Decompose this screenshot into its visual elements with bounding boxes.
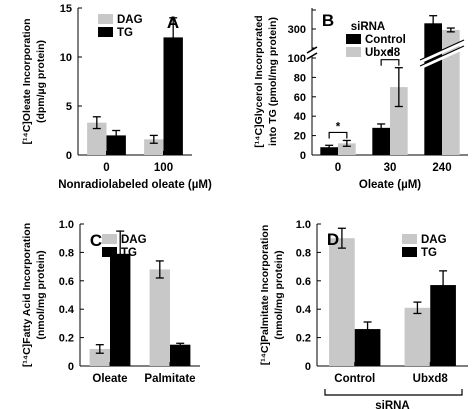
- panel-b-ytick-label: 300: [288, 24, 306, 36]
- panel-b-bar-ubxd8-30: [390, 87, 408, 155]
- panel-a-ylabel-line-2: (dpm/µg protein): [35, 40, 47, 123]
- panel-d-ytick-label: 0.4: [296, 304, 312, 316]
- panel-b-significance-bracket: [328, 131, 348, 139]
- panel-a-bar-dag-100: [144, 139, 164, 155]
- panel-b-legend-swatch-ubxd8: [346, 47, 361, 57]
- panel-b-bar-break-gap: [419, 46, 465, 70]
- panel-d-ytick-label: 0.6: [296, 276, 311, 288]
- panel-a-legend-swatch-dag: [98, 14, 113, 24]
- panel-b-xtick-240: 240: [432, 162, 451, 174]
- panel-d-xtick-control: Control: [334, 373, 375, 385]
- panel-b-legend-title: siRNA: [351, 21, 386, 33]
- panel-d-ytick-label: 0.2: [296, 333, 311, 345]
- panel-a-bar-tg-0: [106, 135, 126, 155]
- panel-c-legend-label-dag: DAG: [121, 234, 147, 246]
- panel-c-xtick-oleate: Oleate: [92, 373, 127, 385]
- panel-c-letter: C: [90, 231, 102, 250]
- panel-d-ylabel-line-2: (nmol/mg protein): [273, 250, 285, 339]
- panel-b-ytick-label: 40: [294, 111, 306, 123]
- panel-b-significance-star: *: [388, 49, 393, 61]
- panel-b-xtick-30: 30: [384, 162, 397, 174]
- panel-d-ytick-label: 1.0: [296, 219, 311, 231]
- panel-b-bar-ubxd8-0: [338, 143, 356, 155]
- panel-b-axis-break-mark: [306, 52, 318, 60]
- panel-a-legend-label-tg: TG: [117, 27, 133, 39]
- panel-b-bar-control-240: [424, 23, 442, 155]
- panel-b-bar-break-line: [419, 45, 465, 67]
- panel-a-letter: A: [167, 13, 179, 32]
- panel-a-ytick-label: 5: [66, 101, 72, 113]
- panel-c-ytick-label: 0: [68, 361, 74, 373]
- panel-d-legend-swatch-dag: [402, 234, 417, 244]
- panel-a-ytick-label: 10: [60, 52, 72, 64]
- panel-b-bar-control-30: [372, 127, 390, 155]
- panel-a-xtick-100: 100: [154, 162, 173, 174]
- panel-c-legend-label-tg: TG: [121, 247, 137, 259]
- panel-c-ylabel-line-2: (nmol/mg protein): [35, 250, 47, 339]
- panel-d-xtick-ubxd8: Ubxd8: [413, 373, 449, 385]
- panel-a-legend-label-dag: DAG: [117, 14, 143, 26]
- panel-a-ytick-label: 15: [60, 3, 72, 15]
- panel-c-ytick-label: 0.4: [59, 304, 75, 316]
- panel-a-bar-tg-100: [163, 37, 183, 155]
- panel-d-bar-dag-ubxd8: [404, 307, 431, 366]
- panel-a-xlabel: Nonradiolabeled oleate (µM): [58, 179, 212, 191]
- panel-b-ytick-label: 0: [300, 150, 306, 162]
- panel-b-bar-ubxd8-240: [442, 29, 460, 156]
- panel-b-legend-label-ubxd8: Ubxd8: [365, 47, 401, 59]
- panel-c-ytick-label: 0.6: [59, 276, 74, 288]
- panel-b-bar-break-gap: [419, 40, 465, 64]
- panel-a-legend-swatch-tg: [98, 27, 113, 37]
- panel-b-xlabel: Oleate (µM): [359, 179, 421, 191]
- panel-c-legend-swatch-tg: [102, 247, 117, 257]
- panel-b-significance-star: *: [336, 121, 341, 133]
- panel-c-legend-swatch-dag: [102, 234, 117, 244]
- panel-d-xlabel: siRNA: [375, 400, 410, 409]
- panel-b-ylabel-line-2: into TG (pmol/mg protein): [267, 17, 279, 146]
- panel-b-xtick-0: 0: [335, 162, 341, 174]
- panel-b-ytick-label: 60: [294, 92, 306, 104]
- panel-d-xlabel-bracket: [324, 389, 463, 396]
- panel-c-bar-dag-oleate: [89, 348, 110, 366]
- panel-c-bar-tg-oleate: [110, 253, 131, 366]
- panel-c-ytick-label: 1.0: [59, 219, 74, 231]
- panel-b-ytick-label: 80: [294, 72, 306, 84]
- panel-b-ytick-label: 20: [294, 131, 306, 143]
- panel-d-letter: D: [327, 230, 339, 249]
- panel-b-legend-swatch-control: [346, 34, 361, 44]
- panel-b-bar-break-line: [419, 39, 465, 61]
- panel-d-bar-dag-control: [329, 238, 355, 366]
- panel-b-legend-label-control: Control: [365, 34, 406, 46]
- panel-c-ytick-label: 0.8: [59, 247, 74, 259]
- panel-b-ylabel-line-1: [¹⁴C]Glycerol Incorporated: [253, 15, 265, 147]
- panel-b-significance-bracket: [380, 59, 400, 66]
- panel-b-letter: B: [322, 11, 334, 30]
- panel-d-legend-label-tg: TG: [421, 247, 437, 259]
- panel-d-legend-swatch-tg: [402, 247, 417, 257]
- panel-c-bar-tg-palmitate: [170, 344, 191, 366]
- panel-d-legend-label-dag: DAG: [421, 234, 447, 246]
- panel-d-ytick-label: 0: [305, 361, 311, 373]
- panel-d-ylabel-line-1: [¹⁴C]Palmitate Incorporation: [259, 225, 271, 366]
- panel-c-xtick-palmitate: Palmitate: [144, 373, 195, 385]
- panel-b-bar-control-0: [320, 147, 338, 155]
- panel-b-ytick-label: 100: [288, 53, 306, 65]
- panel-a-xtick-0: 0: [103, 162, 109, 174]
- panel-c-ytick-label: 0.2: [59, 333, 74, 345]
- panel-a-bar-dag-0: [87, 122, 107, 155]
- panel-c-bar-dag-palmitate: [149, 269, 170, 366]
- panel-a-ytick-label: 0: [66, 150, 72, 162]
- panel-c-ylabel-line-1: [¹⁴C]Fatty Acid Incorporation: [21, 223, 33, 367]
- panel-d-ytick-label: 0.8: [296, 247, 311, 259]
- panel-a-ylabel-line-1: [¹⁴C]Oleate Incorporation: [21, 19, 33, 145]
